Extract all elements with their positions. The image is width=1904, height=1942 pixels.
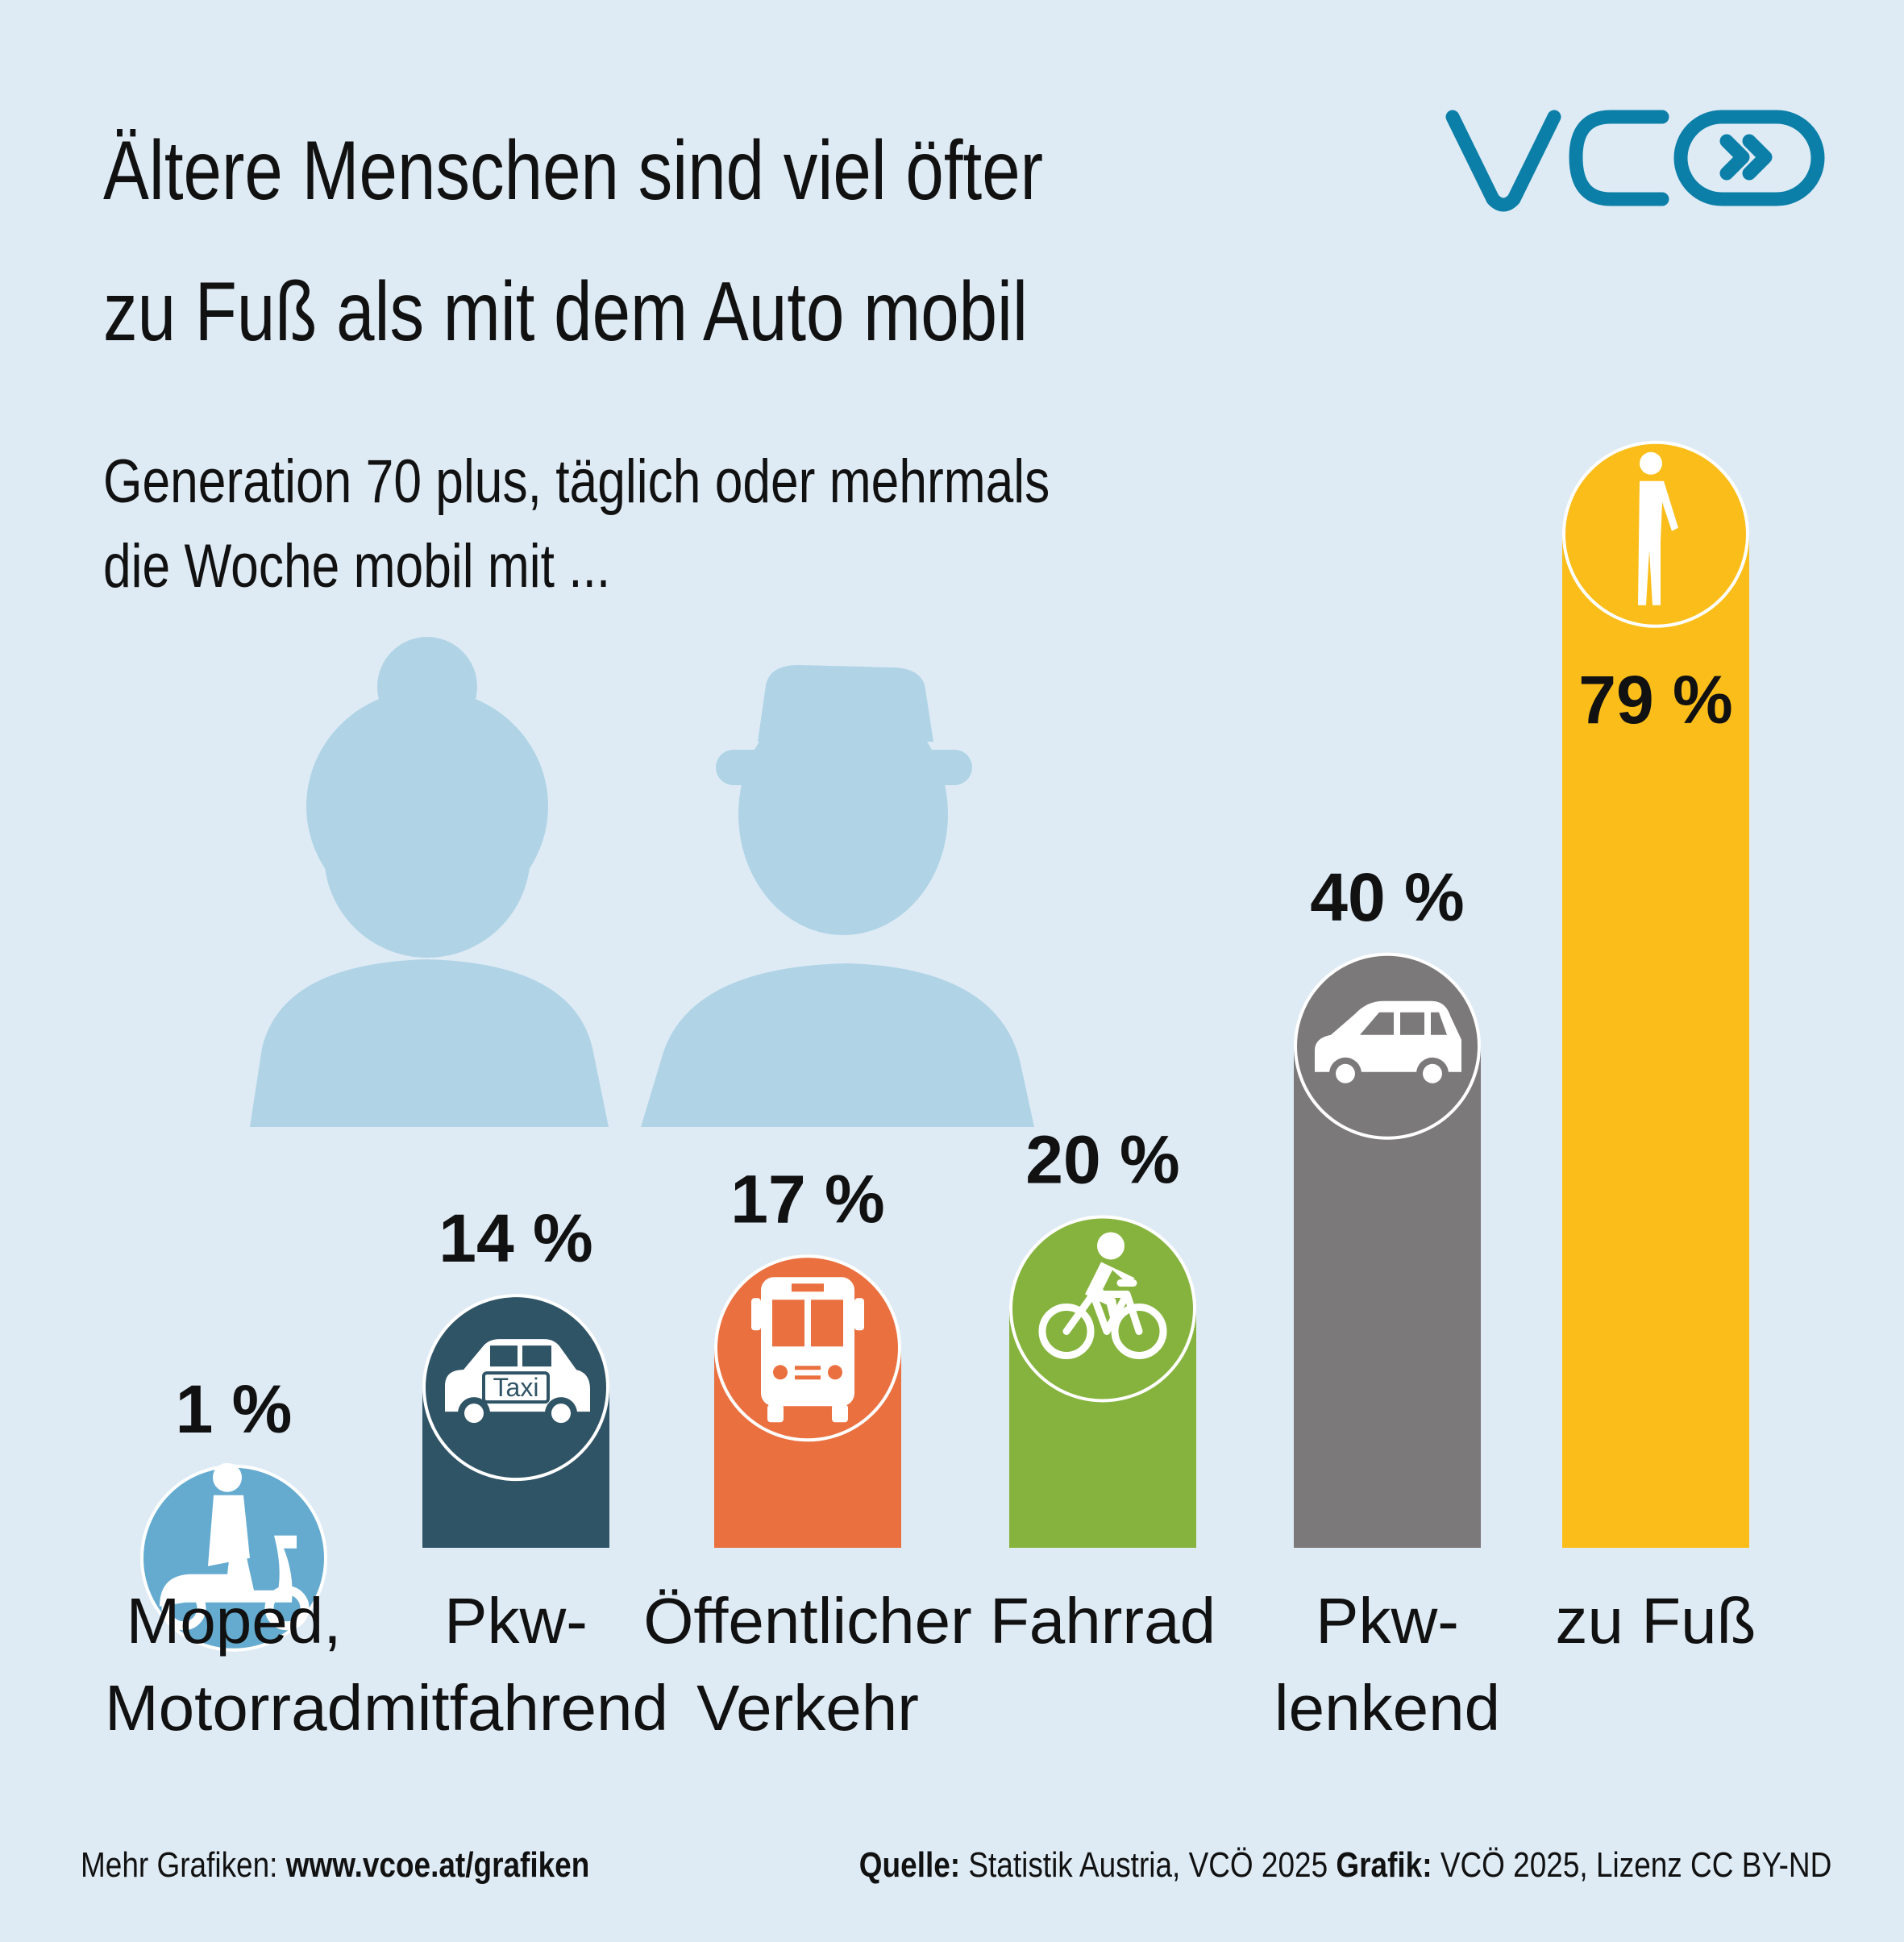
bar-6 [1562,534,1749,1548]
page-title-line-2: zu Fuß als mit dem Auto mobil [103,265,1028,359]
scooter-icon [160,1462,310,1631]
bar-group-6: 79 % zu Fuß [1556,440,1756,1657]
value-label-2: 14 % [439,1200,592,1276]
bar-group-3: 17 % Öffentlicher Verkehr [643,1161,972,1744]
bicycle-icon [1038,1232,1167,1359]
elderly-woman-silhouette [250,637,609,1127]
bar-group-2: Taxi 14 % Pkw-mitfahrend [364,1200,668,1744]
value-label-5: 40 % [1310,859,1464,935]
category-label-5-line-1: Pkw- [1316,1585,1459,1657]
footer-more-link[interactable]: www.vcoe.at/grafiken [285,1845,590,1885]
logo-arrows [1719,134,1773,181]
value-label-3: 17 % [730,1161,884,1237]
category-label-6-line-1: zu Fuß [1556,1585,1756,1657]
bar-group-5: 40 % Pkw-lenkend [1274,859,1500,1744]
logo-letter-o [1673,110,1825,206]
category-label-3-line-2: Verkehr [696,1672,919,1744]
pedestrian-icon [1638,451,1678,605]
value-label-6: 79 % [1578,662,1732,738]
page-title-line-1: Ältere Menschen sind viel öfter [103,124,1044,218]
category-label-2-line-1: Pkw- [444,1585,588,1657]
category-label-2-line-2: mitfahrend [364,1672,668,1744]
footer-graphic-label: Grafik: [1336,1845,1432,1885]
footer-more-graphics: Mehr Grafiken: www.vcoe.at/grafiken [81,1848,589,1883]
value-label-4: 20 % [1025,1121,1179,1197]
vcoe-logo [1443,109,1830,218]
logo-letter-c [1569,110,1669,206]
footer-source-text: Statistik Austria, VCÖ 2025 [959,1845,1337,1885]
taxi-icon: Taxi [445,1339,590,1430]
category-label-5-line-2: lenkend [1274,1672,1500,1744]
footer-source-label: Quelle: [858,1845,960,1885]
category-label-3-line-1: Öffentlicher [643,1585,972,1657]
value-label-1: 1 % [176,1371,293,1447]
car-icon [1315,1000,1461,1090]
subtitle-line-1: Generation 70 plus, täglich oder mehrmal… [103,447,1050,516]
subtitle-line-2: die Woche mobil mit ... [103,532,611,601]
logo-letter-v [1445,110,1561,212]
bus-icon [751,1277,864,1423]
elderly-man-silhouette [641,665,1034,1127]
category-label-1-line-2: Motorrad [105,1672,363,1744]
bar-group-1: 1 % Moped, Motorrad [105,1371,363,1744]
taxi-sign-label: Taxi [493,1373,539,1402]
category-label-1-line-1: Moped, [127,1585,342,1657]
bar-group-4: 20 % Fahrrad [990,1121,1216,1657]
category-label-4-line-1: Fahrrad [990,1585,1216,1657]
footer-source: Quelle: Statistik Austria, VCÖ 2025 Graf… [858,1848,1831,1883]
footer-more-prefix: Mehr Grafiken: [81,1845,286,1885]
footer-graphic-text: VCÖ 2025, Lizenz CC BY-ND [1432,1845,1831,1885]
